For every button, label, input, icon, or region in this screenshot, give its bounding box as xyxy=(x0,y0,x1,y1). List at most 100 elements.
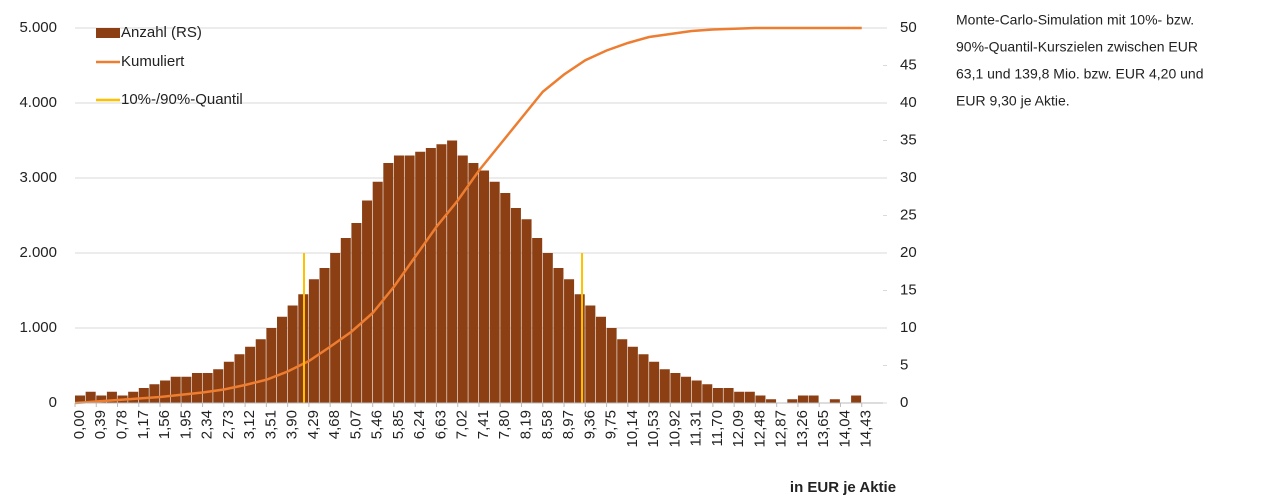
annotation-line: Monte-Carlo-Simulation mit 10%- bzw. xyxy=(956,12,1194,28)
y2-tick-label: 25 xyxy=(900,206,917,223)
bar xyxy=(542,253,553,403)
legend-label: Kumuliert xyxy=(121,53,185,70)
bar xyxy=(138,388,149,403)
bar xyxy=(734,391,745,403)
bar xyxy=(245,346,256,403)
bar xyxy=(489,181,500,403)
x-tick-label: 5,46 xyxy=(369,410,386,439)
bar xyxy=(787,399,798,403)
x-tick-label: 6,24 xyxy=(411,410,428,439)
bar xyxy=(106,391,117,403)
x-tick-label: 4,29 xyxy=(305,410,322,439)
x-tick-label: 12,48 xyxy=(751,410,768,448)
bar xyxy=(521,219,532,403)
x-tick-label: 14,04 xyxy=(836,410,853,448)
y2-tick-label: 30 xyxy=(900,169,917,186)
legend-label: 10%-/90%-Quantil xyxy=(121,91,243,108)
x-tick-label: 11,70 xyxy=(709,410,726,446)
bar xyxy=(744,391,755,403)
y2-tick-label: 10 xyxy=(900,319,917,336)
x-tick-label: 7,80 xyxy=(496,410,513,439)
x-tick-label: 5,07 xyxy=(347,410,364,439)
bar xyxy=(670,373,681,403)
bar xyxy=(479,170,490,403)
bar xyxy=(404,155,415,403)
y2-tick-label: 15 xyxy=(900,281,917,298)
bar xyxy=(340,238,351,403)
x-tick-label: 0,78 xyxy=(113,410,130,439)
y2-tick-label: 20 xyxy=(900,244,917,261)
bar xyxy=(755,395,766,403)
x-tick-label: 14,43 xyxy=(858,410,875,448)
x-tick-label: 5,85 xyxy=(390,410,407,439)
bar xyxy=(223,361,234,403)
bar xyxy=(277,316,288,403)
bar xyxy=(75,395,86,403)
y2-tick-label: 50 xyxy=(900,19,917,36)
bar xyxy=(447,140,458,403)
bar xyxy=(425,148,436,403)
x-tick-label: 8,97 xyxy=(560,410,577,439)
bar xyxy=(362,200,373,403)
x-tick-label: 6,63 xyxy=(432,410,449,439)
bar xyxy=(436,144,447,403)
bar xyxy=(255,339,266,403)
x-tick-label: 7,41 xyxy=(475,410,492,439)
bar xyxy=(595,316,606,403)
y2-tick-label: 45 xyxy=(900,56,917,73)
bar xyxy=(712,388,723,403)
bar xyxy=(149,384,160,403)
bar xyxy=(532,238,543,403)
y2-tick-label: 0 xyxy=(900,394,908,411)
bar xyxy=(649,361,660,403)
bar xyxy=(372,181,383,403)
bar xyxy=(500,193,511,403)
bar xyxy=(415,151,426,403)
legend-swatch xyxy=(96,28,120,38)
x-tick-label: 13,65 xyxy=(815,410,832,448)
y-tick-label: 3.000 xyxy=(19,169,57,186)
bar xyxy=(181,376,192,403)
bar xyxy=(638,354,649,403)
x-tick-label: 9,75 xyxy=(603,410,620,439)
bar xyxy=(330,253,341,403)
x-tick-label: 3,90 xyxy=(284,410,301,439)
x-tick-label: 8,19 xyxy=(517,410,534,439)
bar xyxy=(851,395,862,403)
cumulative-line xyxy=(74,26,862,405)
x-tick-label: 10,14 xyxy=(624,410,641,448)
bar xyxy=(96,395,107,403)
y2-tick-label: 5 xyxy=(900,356,908,373)
bar xyxy=(234,354,245,403)
bar xyxy=(170,376,181,403)
y-tick-label: 4.000 xyxy=(19,94,57,111)
bar xyxy=(797,395,808,403)
bar xyxy=(351,223,362,403)
y-tick-label: 5.000 xyxy=(19,19,57,36)
bar xyxy=(308,279,319,403)
y-tick-label: 2.000 xyxy=(19,244,57,261)
bar xyxy=(574,294,585,403)
x-tick-label: 7,02 xyxy=(454,410,471,439)
x-tick-label: 9,36 xyxy=(581,410,598,439)
bar xyxy=(829,399,840,403)
x-tick-label: 0,00 xyxy=(71,410,88,439)
annotation: Monte-Carlo-Simulation mit 10%- bzw. 90%-… xyxy=(956,12,1204,109)
x-tick-label: 2,34 xyxy=(199,410,216,439)
y2-tick-label: 35 xyxy=(900,131,917,148)
y-tick-label: 0 xyxy=(49,394,57,411)
bar xyxy=(766,399,777,403)
x-tick-label: 13,26 xyxy=(794,410,811,448)
annotation-line: EUR 9,30 je Aktie. xyxy=(956,93,1070,109)
bar xyxy=(202,373,213,403)
x-tick-label: 8,58 xyxy=(539,410,556,439)
bar xyxy=(659,369,670,403)
x-tick-label: 11,31 xyxy=(688,410,705,446)
bar xyxy=(627,346,638,403)
x-tick-label: 10,92 xyxy=(666,410,683,448)
bar xyxy=(617,339,628,403)
bar xyxy=(85,391,96,403)
bar xyxy=(510,208,521,403)
y-tick-label: 1.000 xyxy=(19,319,57,336)
